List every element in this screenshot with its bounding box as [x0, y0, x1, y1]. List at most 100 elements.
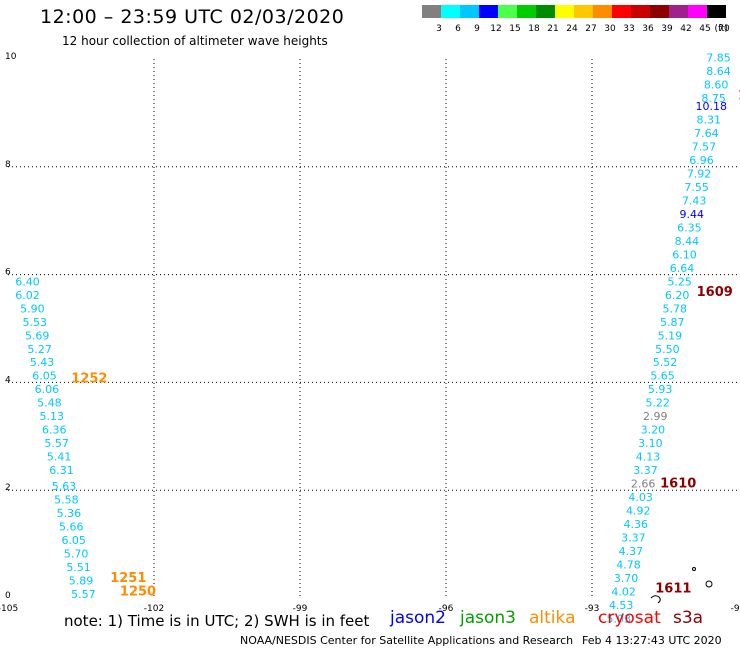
legend-bin-label: 39: [661, 24, 673, 34]
wave-height-value: 5.43: [30, 356, 55, 369]
wave-height-value: 6.36: [42, 424, 67, 437]
wave-height-value: 3.70: [614, 572, 639, 585]
lon-tick-label: -99: [293, 604, 308, 614]
wave-height-value: 5.57: [71, 588, 96, 601]
wave-height-value: 5.50: [655, 343, 680, 356]
pass-time-label: 1251: [110, 571, 146, 586]
pass-time-label: 1252: [71, 371, 107, 386]
wave-height-value: 5.41: [47, 451, 72, 464]
legend-bin-label: 30: [604, 24, 616, 34]
lat-tick-label: 2: [5, 483, 11, 493]
wave-height-value: 5.87: [660, 316, 685, 329]
wave-height-value: 5.48: [37, 397, 62, 410]
lon-tick-label: -105: [0, 604, 18, 614]
wave-height-value: 7.57: [692, 141, 717, 154]
wave-height-value: 6.35: [677, 221, 702, 234]
lat-tick-label: 0: [5, 591, 11, 601]
legend-bin-label: 42: [680, 24, 691, 34]
legend-bin-label: 33: [623, 24, 634, 34]
wave-height-value: 8.44: [675, 235, 700, 248]
wave-height-value: 5.25: [667, 275, 692, 288]
wave-height-value: 6.10: [672, 248, 697, 261]
legend-swatch: [460, 5, 479, 18]
color-legend: 3 6 9 12 15 18 21 24 27 30 33 36 39 42 45 70(ft): [422, 5, 730, 34]
legend-s3a: s3a: [673, 608, 704, 628]
legend-swatch: [688, 5, 707, 18]
legend-bin-label: 9: [474, 24, 480, 34]
wave-height-value: 8.31: [697, 114, 722, 127]
wave-height-value: 6.40: [15, 275, 40, 288]
wave-height-value: 8.60: [704, 79, 729, 92]
wave-height-value: 6.64: [670, 262, 695, 275]
wave-height-value: 6.05: [32, 370, 57, 383]
legend-altika: altika: [529, 608, 576, 628]
wave-height-value: 4.13: [636, 451, 661, 464]
wave-height-value: 2.66: [631, 478, 656, 491]
wave-height-value: 6.20: [665, 289, 690, 302]
wave-height-value: 4.03: [628, 491, 653, 504]
legend-jason3: jason3: [460, 608, 516, 628]
altimeter-tracks: 6.406.025.905.535.695.275.436.056.065.48…: [15, 52, 731, 626]
credit-text: NOAA/NESDIS Center for Satellite Applica…: [240, 634, 574, 647]
legend-bin-label: 18: [528, 24, 540, 34]
wave-height-value: 4.53: [609, 599, 634, 612]
wave-height-value: 5.70: [64, 548, 89, 561]
wave-height-value: 5.27: [27, 343, 52, 356]
lon-tick-label: -96: [439, 604, 454, 614]
wave-height-value: 8.75: [701, 92, 726, 105]
legend-bin-label: 12: [490, 24, 501, 34]
legend-unit: (ft): [714, 24, 728, 34]
galapagos-island-shape: [650, 595, 661, 604]
legend-bin-label: 27: [585, 24, 596, 34]
legend-swatch: [479, 5, 498, 18]
legend-swatch: [555, 5, 574, 18]
wave-height-value: 6.05: [61, 534, 86, 547]
wave-height-value: 9.44: [680, 208, 705, 221]
legend-swatch: [612, 5, 631, 18]
wave-height-value: 4.78: [616, 558, 641, 571]
wave-height-value: 8.64: [706, 65, 731, 78]
legend-jason2: jason2: [390, 608, 446, 628]
wave-height-value: 6.96: [689, 154, 714, 167]
legend-swatch: [441, 5, 460, 18]
legend-bin-label: 36: [642, 24, 654, 34]
wave-height-value: 4.02: [611, 585, 636, 598]
wave-height-value: 5.36: [57, 507, 82, 520]
wave-height-value: 3.37: [621, 531, 646, 544]
wave-height-value: 6.31: [49, 464, 74, 477]
pass-time-label: 1250: [120, 584, 156, 599]
wave-height-value: 5.22: [645, 397, 670, 410]
legend-bin-label: 70: [718, 24, 730, 34]
wave-height-value: 5.19: [658, 329, 683, 342]
legend-swatch: [536, 5, 555, 18]
wave-height-value: 5.89: [69, 575, 94, 588]
pass-time-label: 1610: [660, 477, 696, 492]
wave-height-value: 5.93: [648, 383, 673, 396]
wave-height-value: 6.02: [15, 289, 40, 302]
wave-height-value: 7.92: [687, 168, 712, 181]
wave-height-value: 10.18: [695, 100, 727, 113]
legend-swatch: [422, 5, 441, 18]
wave-height-value: 4.36: [624, 518, 649, 531]
legend-swatch: [707, 5, 726, 18]
pass-time-label: 1: [738, 88, 740, 103]
legend-bin-label: 24: [566, 24, 578, 34]
wave-height-value: 3.20: [641, 424, 666, 437]
lon-tick-label: -102: [144, 604, 164, 614]
legend-swatch: [593, 5, 612, 18]
coastline: [650, 567, 713, 604]
lat-tick-label: 4: [5, 375, 11, 385]
lat-tick-label: 6: [5, 268, 11, 278]
legend-bin-label: 15: [509, 24, 520, 34]
wave-height-value: 3.10: [638, 437, 663, 450]
lat-tick-label: 8: [5, 160, 11, 170]
pass-time-label: 1611: [655, 582, 691, 597]
legend-bin-label: 21: [547, 24, 558, 34]
legend-swatch: [650, 5, 669, 18]
wave-height-value: 7.43: [682, 195, 707, 208]
wave-height-value: 5.13: [40, 410, 65, 423]
wave-height-value: 7.55: [684, 181, 709, 194]
wave-height-value: 7.85: [706, 52, 731, 65]
pass-time-label: 1609: [697, 285, 733, 300]
